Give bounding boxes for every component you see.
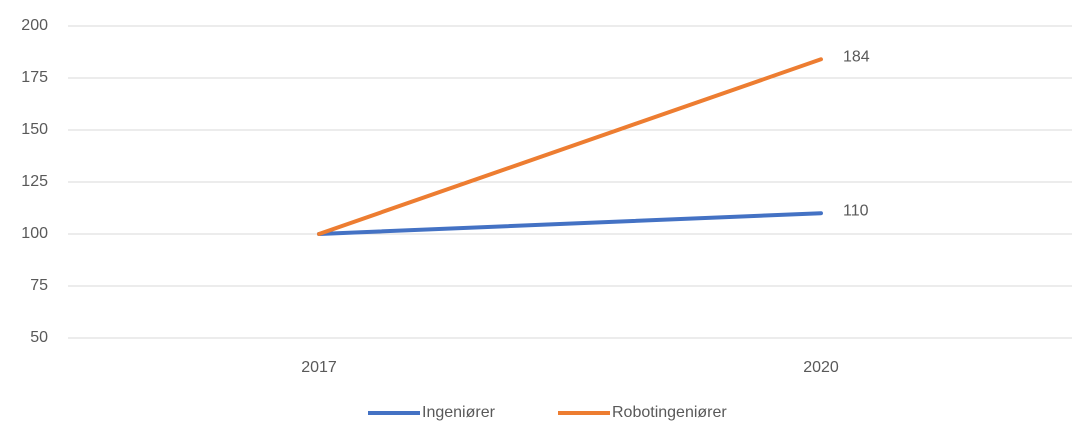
y-tick-label: 175 (21, 69, 48, 86)
data-label: 110 (843, 202, 869, 219)
x-tick-label: 2020 (803, 359, 839, 376)
line-series (317, 211, 823, 236)
y-tick-label: 50 (30, 329, 48, 346)
legend-label: Ingeniører (422, 404, 496, 421)
y-tick-label: 75 (30, 277, 48, 294)
y-tick-label: 150 (21, 121, 48, 138)
y-tick-label: 200 (21, 17, 48, 34)
y-tick-label: 125 (21, 173, 48, 190)
legend-label: Robotingeniører (612, 404, 727, 421)
data-label: 184 (843, 48, 870, 65)
x-tick-label: 2017 (301, 359, 337, 376)
line-series (317, 57, 823, 236)
y-tick-label: 100 (21, 225, 48, 242)
